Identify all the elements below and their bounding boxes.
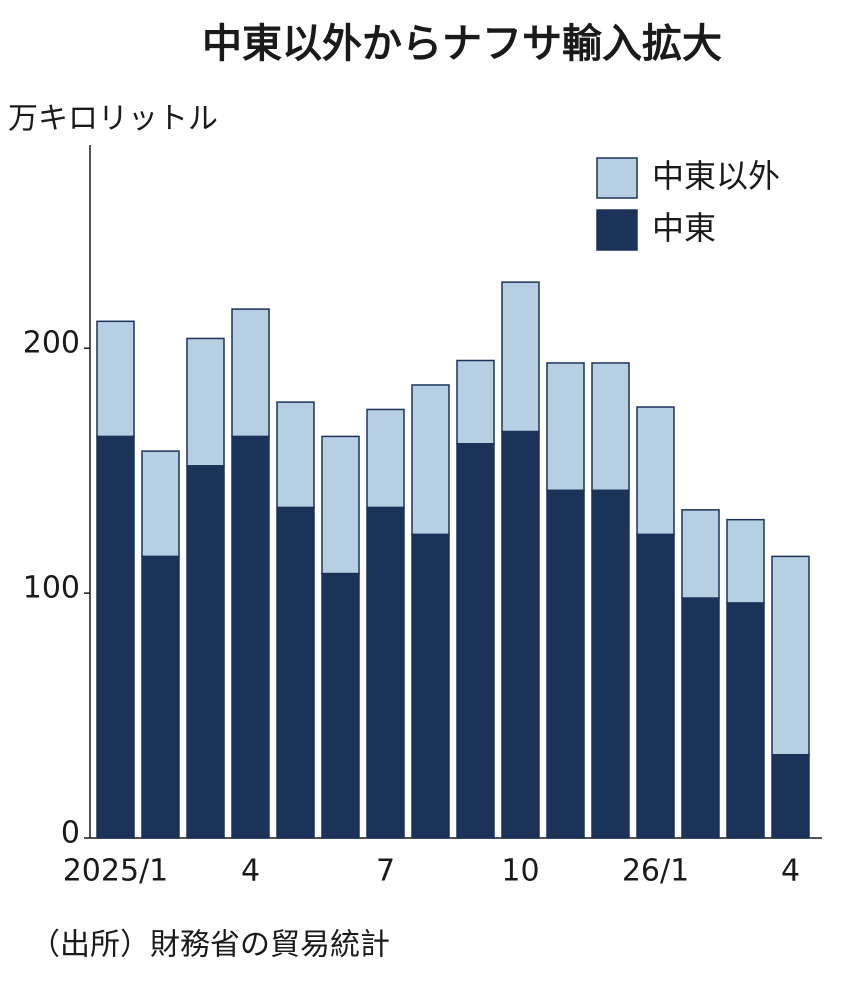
bar-segment [681, 509, 720, 599]
bar-segment [231, 308, 270, 438]
bar-segment [96, 435, 135, 839]
bar-segment [321, 572, 360, 839]
bar-segment [726, 518, 765, 604]
bar-segment [321, 435, 360, 575]
bar-segment [456, 442, 495, 839]
bar-segment [591, 362, 630, 492]
bar-segment [276, 401, 315, 509]
x-tick-label: 4 [241, 854, 260, 889]
bar-segment [591, 489, 630, 839]
y-tick-label: 0 [61, 816, 80, 851]
bar-segment [366, 506, 405, 839]
bar-segment [96, 320, 135, 438]
x-tick-label: 26/1 [622, 854, 689, 889]
x-tick-label: 7 [376, 854, 395, 889]
chart-title: 中東以外からナフサ輸入拡大 [202, 21, 722, 67]
bar-segment [456, 359, 495, 445]
bar-segment [501, 281, 540, 433]
x-tick-label: 10 [501, 854, 539, 889]
y-tick-label: 100 [23, 571, 80, 606]
bar-segment [186, 337, 225, 467]
bar-segment [141, 555, 180, 839]
bar-segment [141, 450, 180, 558]
bar-segment [771, 753, 810, 839]
bar-segment [276, 506, 315, 839]
x-tick-label: 2025/1 [63, 854, 169, 889]
legend-label: 中東以外 [652, 157, 780, 195]
bar-segment [636, 533, 675, 839]
bar-segment [636, 406, 675, 536]
bar-segment [726, 602, 765, 839]
y-axis-unit: 万キロリットル [8, 102, 218, 137]
bar-segment [681, 597, 720, 839]
y-tick-label: 200 [23, 326, 80, 361]
bar-segment [501, 430, 540, 839]
bar-segment [411, 533, 450, 839]
bar-segment [546, 362, 585, 492]
bar-segment [231, 435, 270, 839]
bar-segment [186, 465, 225, 839]
source-note: （出所）財務省の貿易統計 [30, 928, 390, 963]
legend-swatch [596, 157, 638, 199]
bar-segment [366, 408, 405, 509]
bar-segment [411, 384, 450, 536]
legend-swatch [596, 209, 638, 251]
legend-label: 中東 [652, 209, 716, 247]
bar-segment [771, 555, 810, 756]
bar-segment [546, 489, 585, 839]
x-tick-label: 4 [781, 854, 800, 889]
